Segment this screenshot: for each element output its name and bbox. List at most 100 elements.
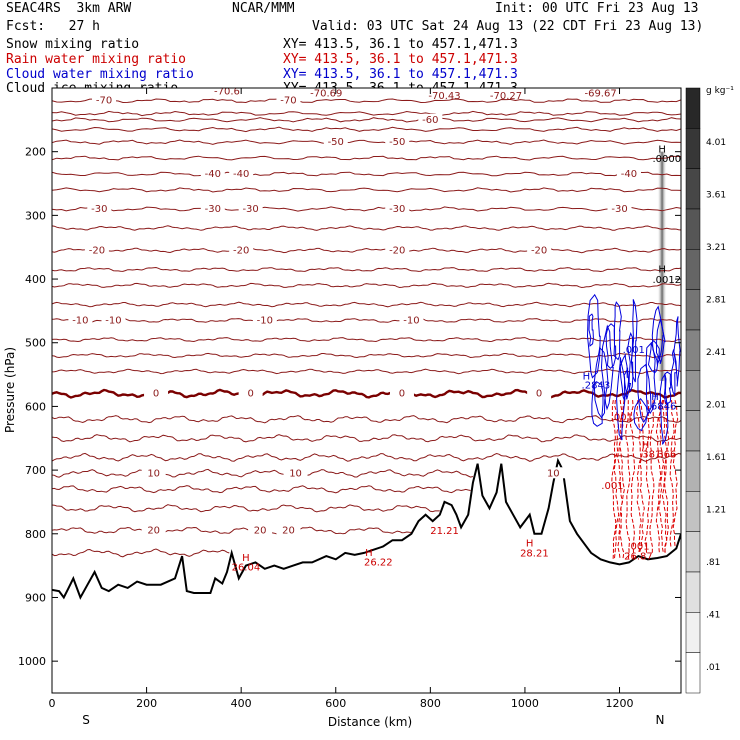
contour-label-bg xyxy=(418,113,443,125)
extremum-annotation: H xyxy=(658,265,666,276)
contour-label: -10 xyxy=(72,315,88,326)
y-tick-label: 800 xyxy=(25,528,46,541)
cloud-water-contour xyxy=(623,367,632,400)
rain-water-contours xyxy=(611,399,679,560)
rain-water-contour xyxy=(661,400,668,553)
colorbar-tick-label: 2.81 xyxy=(706,296,726,306)
temperature-contour xyxy=(52,187,681,193)
contour-label: -30 xyxy=(242,204,258,215)
colorbar-segment xyxy=(685,128,701,169)
temperature-contour xyxy=(52,266,681,273)
cloud-water-contour xyxy=(659,373,669,445)
contour-label-bg xyxy=(252,314,277,326)
extremum-annotation: .001 xyxy=(623,345,645,356)
contour-label-bg xyxy=(385,136,410,148)
field-label-rain: Rain water mixing ratio xyxy=(6,52,187,67)
cloud-water-contours xyxy=(586,293,681,445)
contour-label: -50 xyxy=(389,137,405,148)
temperature-contour xyxy=(52,206,681,212)
x-tick-label: 200 xyxy=(136,697,157,710)
cloud-water-contour xyxy=(633,398,649,432)
terrain-profile xyxy=(52,457,681,600)
contour-label-bg xyxy=(141,524,166,536)
contour-label: -10 xyxy=(257,315,273,326)
x-tick-label: 1000 xyxy=(511,697,539,710)
contour-label: -60 xyxy=(422,115,438,126)
cloud-water-contour xyxy=(647,340,660,374)
colorbar-segment xyxy=(685,289,701,331)
y-tick-label: 1000 xyxy=(18,655,46,668)
colorbar-tick-label: .81 xyxy=(706,558,720,568)
cloud-water-contour xyxy=(591,381,604,427)
temperature-contour xyxy=(52,139,681,145)
colorbar-segment xyxy=(685,571,701,613)
contour-label-bg xyxy=(616,167,641,179)
contour-label: -10 xyxy=(105,315,121,326)
contour-label: -10 xyxy=(403,315,419,326)
x-tick-label: 600 xyxy=(325,697,346,710)
contour-label: -20 xyxy=(531,245,547,256)
extremum-annotation: 28.21 xyxy=(520,549,549,560)
temperature-contour xyxy=(52,485,471,494)
top-contour-label: -70.27 xyxy=(490,91,522,102)
y-tick-label: 600 xyxy=(25,400,46,413)
colorbar-tick-label: .01 xyxy=(706,663,720,673)
extremum-annotation: .6846 xyxy=(648,402,677,413)
contour-label: 0 xyxy=(536,389,542,400)
cloud-ice-shading xyxy=(657,151,667,381)
temperature-contour xyxy=(52,468,474,478)
temperature-contour xyxy=(52,526,412,535)
contour-label-bg xyxy=(144,387,169,399)
contour-label: -30 xyxy=(389,204,405,215)
rain-water-contour xyxy=(611,400,617,560)
cloud-water-contour xyxy=(613,301,622,361)
cloud-water-contour xyxy=(645,342,657,415)
colorbar-segment xyxy=(685,450,701,492)
y-tick-label: 900 xyxy=(25,591,46,604)
x-tick-label: 400 xyxy=(231,697,252,710)
x-tick-label: 0 xyxy=(49,697,56,710)
cloud-water-contour xyxy=(637,363,652,423)
forecast-hour: Fcst: 27 h xyxy=(6,19,100,34)
contour-labels: -70 -70 -60 -50 -50 -40 -40 -40 -30 -30 -30 -30 -30 -… xyxy=(68,86,641,537)
temperature-contour xyxy=(52,337,681,343)
x-end-label-south: S xyxy=(82,713,90,727)
contour-label-bg xyxy=(87,203,112,214)
contour-label: 0 xyxy=(153,389,159,400)
org-label: NCAR/MMM xyxy=(232,1,295,16)
top-contour-label: -70.69 xyxy=(310,88,342,99)
colorbar-tick-label: 4.01 xyxy=(706,138,726,148)
x-tick-label: 800 xyxy=(420,697,441,710)
colorbar-segment xyxy=(685,531,701,573)
contour-label: 0 xyxy=(399,389,405,400)
rain-water-contour xyxy=(663,399,670,553)
y-tick-label: 200 xyxy=(25,146,46,159)
temperature-contour xyxy=(52,171,681,177)
contour-label: -20 xyxy=(389,245,405,256)
temperature-contour xyxy=(52,98,681,104)
extremum-annotation: 26.04 xyxy=(232,563,261,574)
plot-frame xyxy=(51,87,682,694)
model-title: SEAC4RS 3km ARW xyxy=(6,1,132,16)
contour-label-bg xyxy=(541,467,566,479)
colorbar-segment xyxy=(685,329,701,371)
y-tick-label: 500 xyxy=(25,337,46,350)
extremum-annotation: .001 xyxy=(601,481,623,492)
cloud-water-contour xyxy=(586,293,601,379)
y-tick-label: 400 xyxy=(25,273,46,286)
colorbar-unit: g kg⁻¹ xyxy=(706,86,734,96)
extremum-annotation: .001 xyxy=(611,412,633,423)
cloud-water-contour xyxy=(663,371,672,405)
contour-label-bg xyxy=(229,167,254,179)
colorbar-segment xyxy=(685,168,701,210)
field-xy-snow: XY= 413.5, 36.1 to 457.1,471.3 xyxy=(283,37,518,52)
cloud-water-contour xyxy=(630,299,638,383)
top-contour-label: -70.43 xyxy=(428,91,460,102)
extremum-annotation: 21.21 xyxy=(430,526,459,537)
contour-label-bg xyxy=(229,244,254,256)
contour-label-bg xyxy=(389,387,414,399)
contour-label-bg xyxy=(238,387,263,399)
rain-water-contour xyxy=(669,400,675,547)
rain-water-contour xyxy=(649,400,655,553)
